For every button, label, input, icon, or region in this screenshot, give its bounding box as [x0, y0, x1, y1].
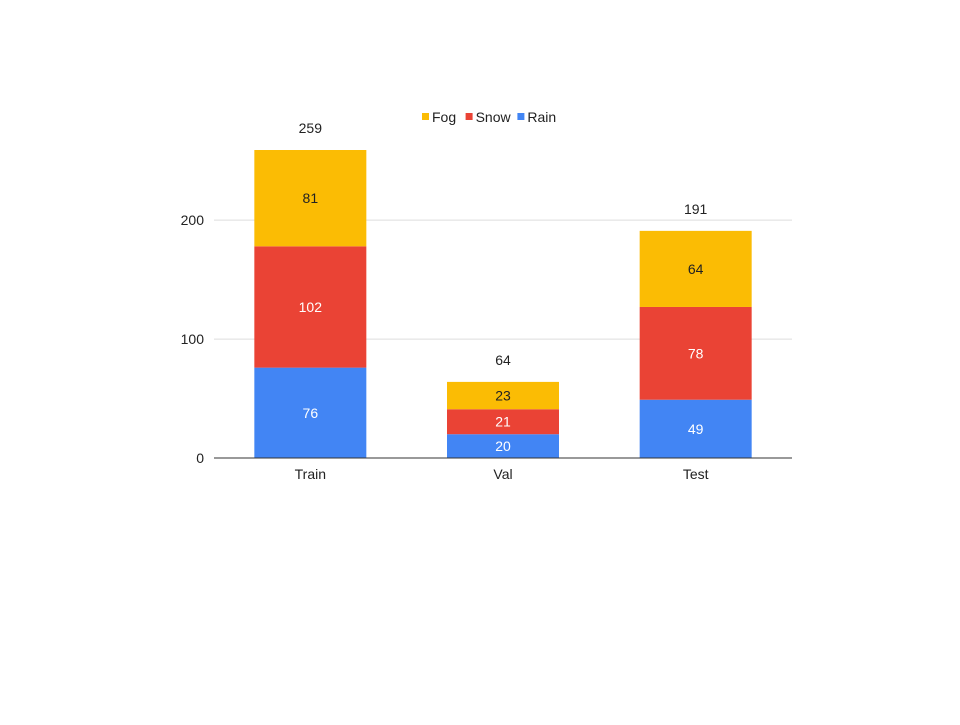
- x-tick-label: Val: [493, 466, 512, 482]
- total-label: 191: [684, 201, 708, 217]
- bar-segment-fog-test: [639, 230, 752, 307]
- legend-swatch-fog: [422, 113, 429, 120]
- segment-label: 21: [495, 414, 511, 430]
- segment-label: 78: [688, 345, 704, 361]
- bar-segment-rain-val: [447, 434, 559, 458]
- y-tick-label: 100: [181, 331, 205, 347]
- legend-swatch-rain: [517, 113, 525, 120]
- segment-label: 102: [299, 299, 323, 315]
- bar-segment-rain-test: [639, 399, 752, 458]
- y-tick-label: 0: [196, 450, 204, 466]
- axes: 0 100 200 Train Val Test: [181, 212, 792, 482]
- total-label: 64: [495, 352, 511, 368]
- segment-label: 64: [688, 261, 704, 277]
- bar-segment-snow-val: [447, 409, 559, 435]
- y-tick-label: 200: [181, 212, 205, 228]
- legend-label-fog: Fog: [432, 109, 456, 125]
- total-label: 259: [299, 120, 323, 136]
- segment-label: 49: [688, 421, 704, 437]
- bars: [254, 150, 752, 458]
- legend-swatch-snow: [465, 113, 473, 120]
- segment-label: 20: [495, 438, 511, 454]
- bar-segment-fog-val: [447, 381, 559, 410]
- legend-label-snow: Snow: [476, 109, 512, 125]
- bar-segment-rain-train: [254, 367, 367, 458]
- x-tick-label: Test: [683, 466, 709, 482]
- data-labels: 76 102 81 259 20 21 23 64 49 78 64 191: [299, 120, 708, 454]
- legend-label-rain: Rain: [527, 109, 556, 125]
- segment-label: 81: [303, 190, 319, 206]
- bar-segment-snow-test: [639, 306, 752, 400]
- bar-segment-snow-train: [254, 246, 367, 368]
- segment-label: 76: [303, 405, 319, 421]
- legend: Fog Snow Rain: [422, 109, 556, 125]
- bar-segment-fog-train: [254, 150, 367, 247]
- x-tick-label: Train: [295, 466, 326, 482]
- segment-label: 23: [495, 388, 511, 404]
